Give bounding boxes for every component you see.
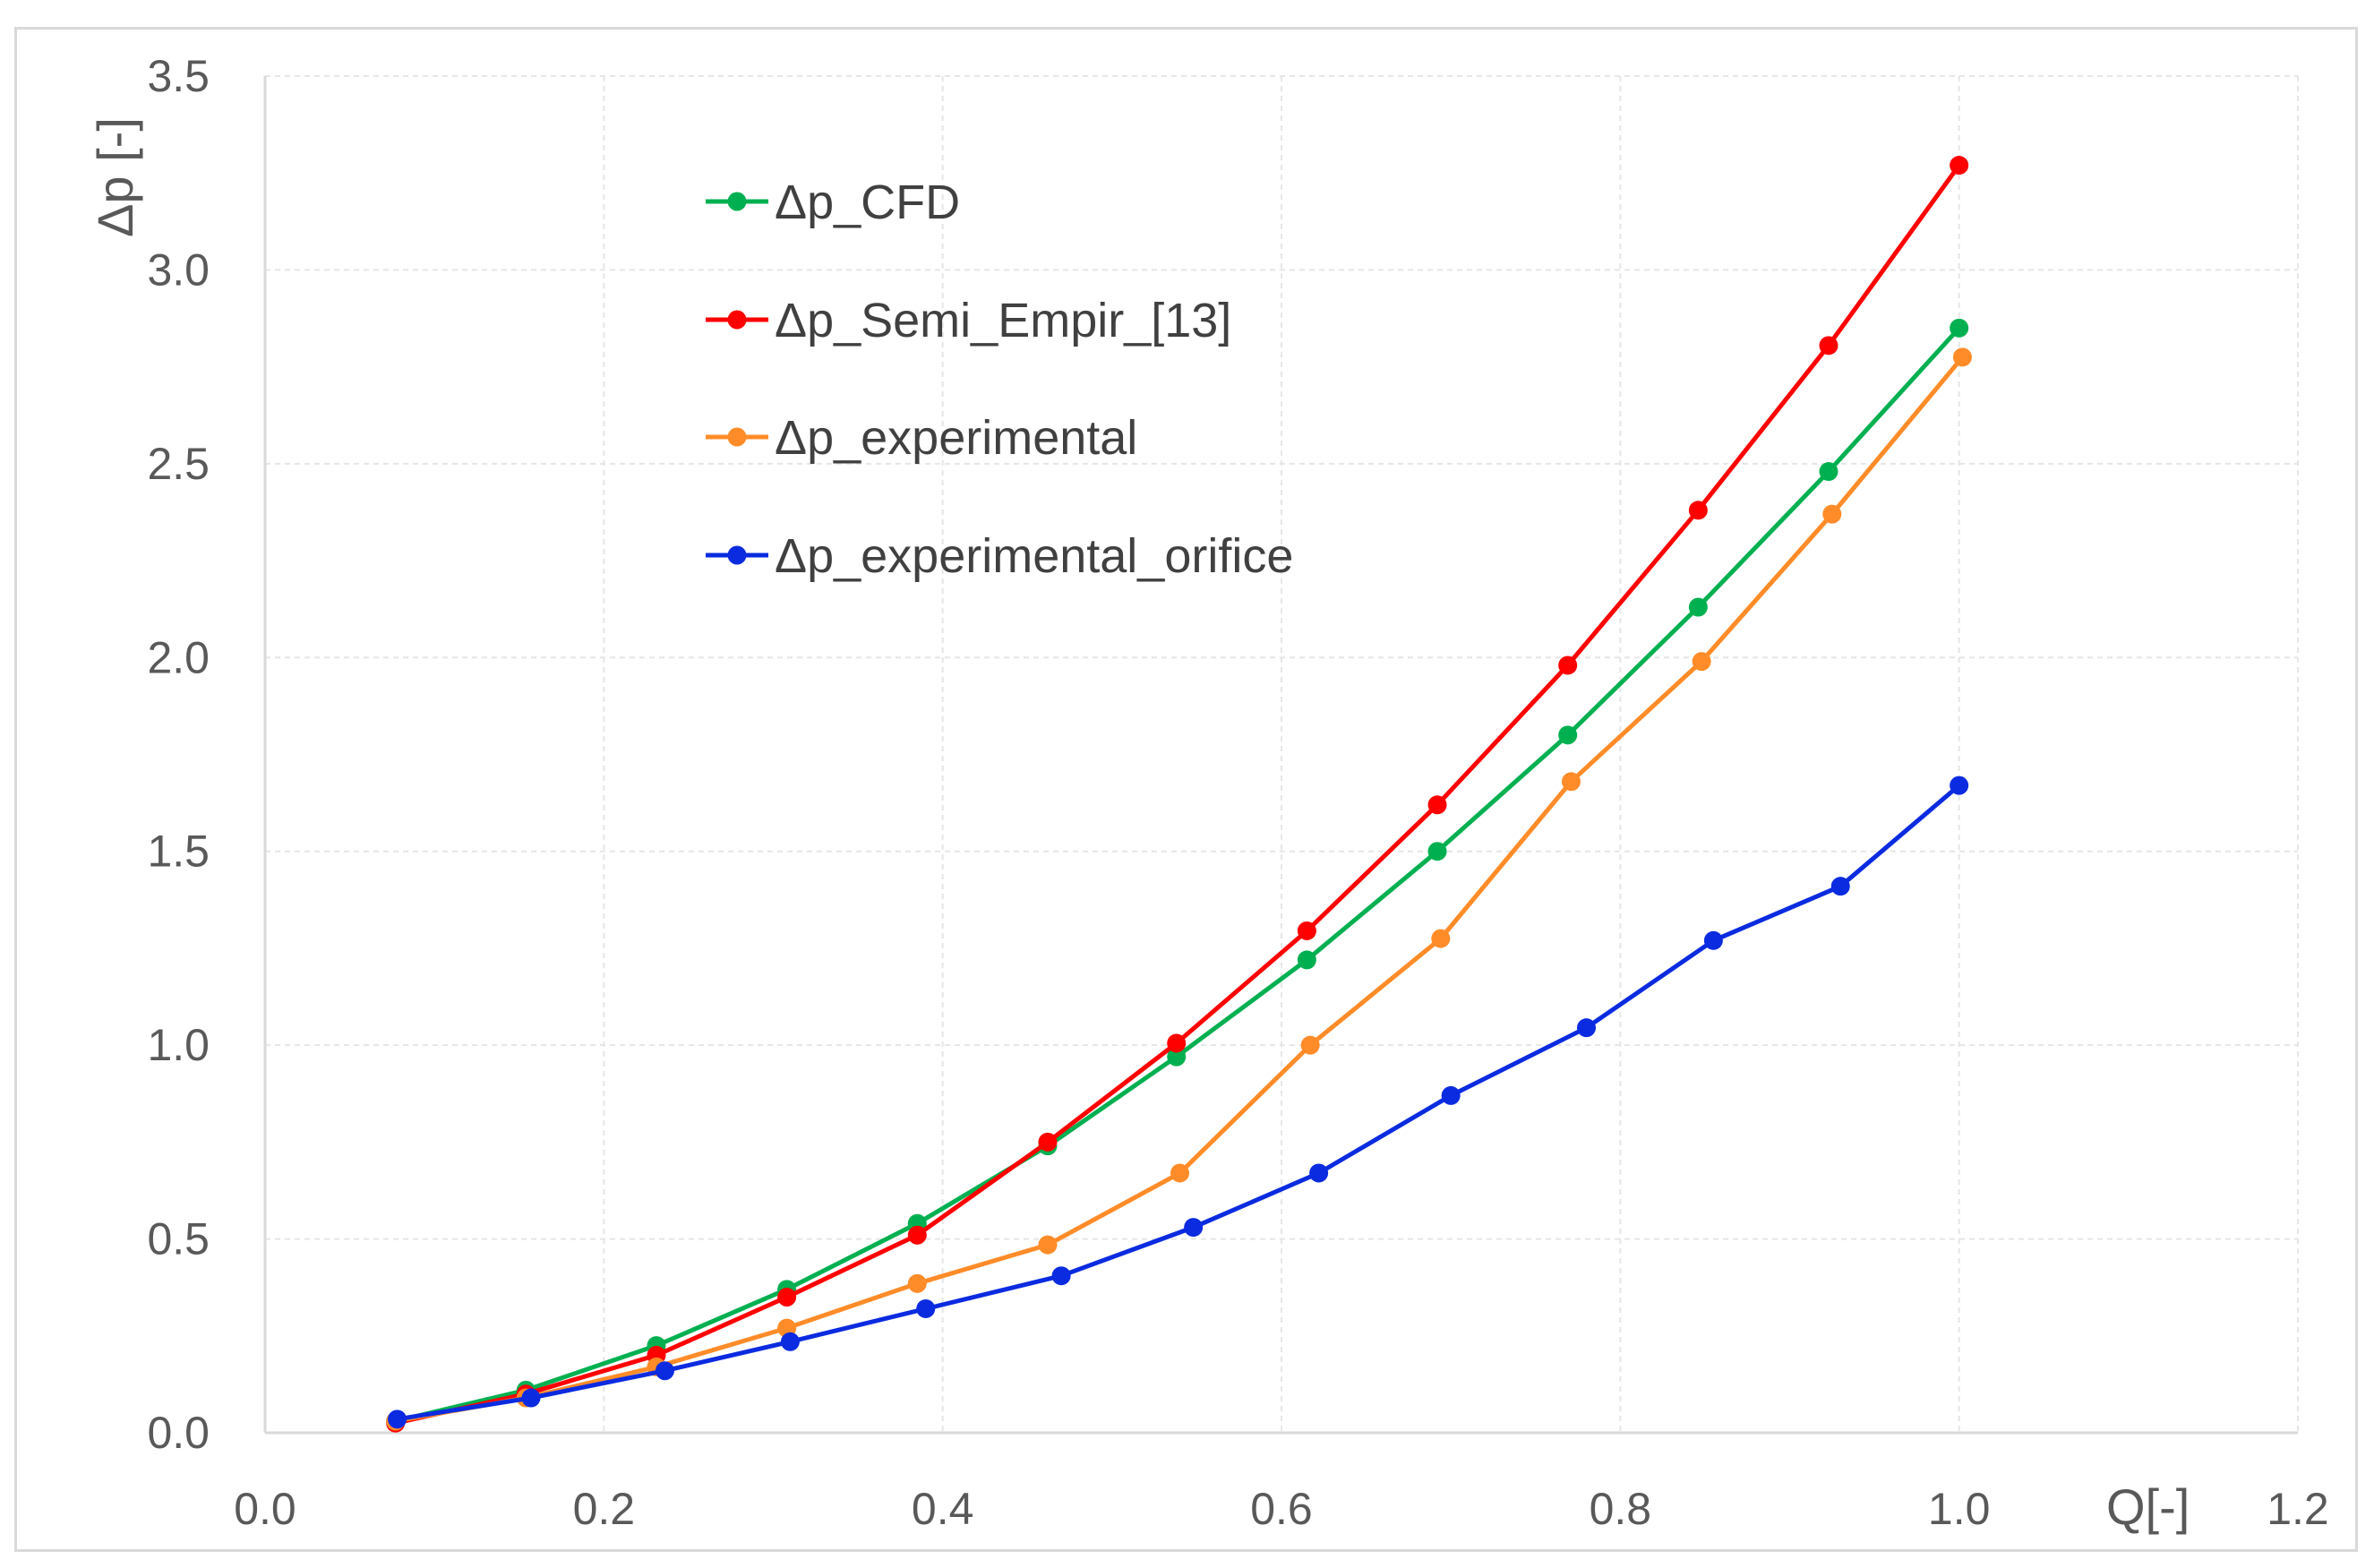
data-point — [1688, 501, 1708, 520]
legend-item: Δp_CFD — [706, 176, 960, 229]
legend-marker — [727, 427, 747, 447]
data-point — [1950, 318, 1969, 338]
y-tick-label: 3.0 — [147, 244, 210, 295]
data-point — [521, 1388, 541, 1408]
legend-marker — [727, 545, 747, 565]
legend-label: Δp_experimental — [775, 411, 1137, 465]
y-tick-labels: 0.0 0.5 1.0 1.5 2.0 2.5 3.0 3.5 — [147, 51, 210, 1458]
data-point — [1170, 1163, 1189, 1183]
data-point — [1952, 347, 1972, 367]
series — [386, 156, 1972, 1433]
data-point — [1819, 336, 1838, 356]
data-point — [1300, 1035, 1320, 1055]
x-tick-label: 0.2 — [573, 1484, 636, 1534]
data-point — [916, 1298, 936, 1318]
y-axis-title: Δp [-] — [87, 117, 143, 237]
series-2 — [386, 347, 1972, 1431]
data-point — [1441, 1085, 1461, 1105]
legend-item: Δp_Semi_Empir_[13] — [706, 294, 1231, 347]
data-point — [1038, 1235, 1058, 1255]
data-point — [1561, 772, 1581, 792]
grid — [265, 75, 2299, 1433]
data-point — [1950, 775, 1969, 795]
legend: Δp_CFD Δp_Semi_Empir_[13] Δp_experimental Δ… — [706, 176, 1293, 583]
y-tick-label: 0.0 — [147, 1408, 210, 1458]
legend-marker — [727, 310, 747, 330]
data-point — [1950, 156, 1969, 176]
legend-item: Δp_experimental_orifice — [706, 529, 1293, 583]
data-point — [1427, 795, 1447, 815]
x-tick-labels: 0.0 0.2 0.4 0.6 0.8 1.0 1.2 — [234, 1484, 2329, 1534]
data-point — [1558, 725, 1578, 745]
x-tick-label: 1.2 — [2267, 1484, 2329, 1534]
data-point — [1167, 1047, 1187, 1067]
data-point — [1819, 462, 1838, 482]
data-point — [388, 1409, 407, 1429]
x-tick-label: 0.6 — [1250, 1484, 1313, 1534]
x-axis-title: Q[-] — [2106, 1478, 2190, 1535]
data-point — [1038, 1132, 1058, 1152]
y-tick-label: 1.5 — [147, 827, 210, 877]
series-line — [393, 325, 1962, 1424]
data-point — [1558, 655, 1578, 675]
y-tick-label: 0.5 — [147, 1214, 210, 1264]
data-point — [1822, 504, 1842, 524]
legend-label: Δp_Semi_Empir_[13] — [775, 294, 1231, 347]
data-point — [1427, 842, 1447, 861]
y-tick-label: 1.0 — [147, 1020, 210, 1070]
data-point — [1297, 950, 1316, 970]
data-point — [1692, 652, 1711, 672]
data-point — [1830, 877, 1850, 896]
legend-marker — [727, 192, 747, 211]
data-point — [1577, 1018, 1596, 1038]
x-tick-label: 1.0 — [1928, 1484, 1991, 1534]
x-tick-label: 0.8 — [1590, 1484, 1652, 1534]
legend-label: Δp_experimental_orifice — [775, 529, 1293, 583]
data-point — [1184, 1218, 1204, 1238]
x-tick-label: 0.0 — [234, 1484, 296, 1534]
series-line — [393, 355, 1965, 1424]
data-point — [1309, 1163, 1329, 1183]
y-tick-label: 2.0 — [147, 632, 210, 682]
data-point — [907, 1225, 927, 1245]
data-point — [655, 1361, 674, 1381]
x-tick-label: 0.4 — [912, 1484, 974, 1534]
data-point — [1297, 921, 1316, 940]
data-point — [1051, 1266, 1071, 1286]
data-point — [907, 1273, 927, 1293]
legend-item: Δp_experimental — [706, 411, 1137, 465]
data-point — [1431, 929, 1451, 948]
data-point — [1703, 930, 1723, 950]
series-3 — [388, 775, 1969, 1429]
legend-label: Δp_CFD — [775, 176, 960, 229]
axes — [263, 76, 2298, 1435]
series-0 — [386, 318, 1969, 1431]
y-tick-label: 2.5 — [147, 439, 210, 489]
data-point — [777, 1288, 797, 1307]
series-line — [395, 783, 1962, 1422]
data-point — [1688, 597, 1708, 617]
data-point — [780, 1332, 800, 1351]
y-tick-label: 3.5 — [147, 51, 210, 101]
data-point — [1167, 1033, 1187, 1053]
